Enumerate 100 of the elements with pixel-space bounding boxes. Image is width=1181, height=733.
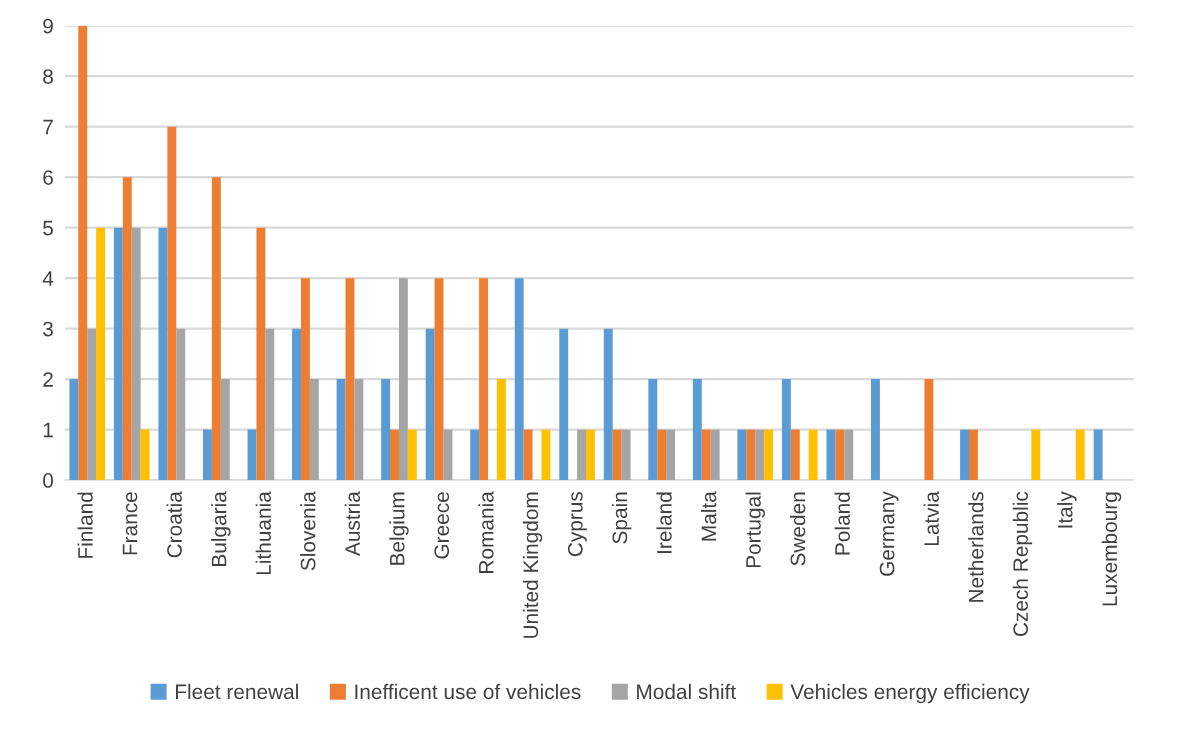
legend-label: Vehicles energy efficiency [790,683,1030,704]
bar [746,429,756,481]
x-tick-label: Germany [879,491,899,576]
x-tick-label: Ireland [656,492,672,553]
x-tick-label: Belgium [389,492,409,565]
bar [612,429,622,481]
y-tick-label: 5 [43,220,53,236]
bar [790,429,800,481]
bar [211,177,221,481]
bar [300,278,310,481]
bar [131,227,141,481]
bar [764,429,774,481]
bar [496,379,506,481]
bar [381,379,391,481]
bar [390,429,399,481]
bar [871,379,880,481]
x-tick-label: United Kingdom [522,492,543,638]
bar [1093,429,1103,481]
x-tick-label: Romania [478,491,494,573]
bar [577,429,586,481]
bar [657,429,667,481]
bar [1031,429,1041,481]
bar [203,429,212,481]
x-tick-label: Luxembourg [1101,492,1122,606]
x-tick-label: Croatia [166,491,182,558]
bar [737,429,747,481]
x-tick-label: Portugal [745,492,765,568]
bar [692,379,702,481]
y-tick-label: 0 [43,473,54,488]
bar [541,429,551,481]
x-tick-label: Cyprus [567,491,587,557]
bar [256,227,266,481]
bar [826,429,836,481]
legend-label: Inefficent use of vehicles [355,683,581,700]
x-tick-label: Italy [1057,491,1077,528]
bar [586,429,595,481]
x-tick-label: Spain [611,492,632,544]
bar [523,429,533,481]
bar [292,328,301,481]
bar [345,278,355,481]
x-tick-label: Sweden [790,492,806,566]
x-tick-label: Lithuania [255,491,271,575]
bar [603,328,613,481]
bar [407,429,417,481]
x-tick-label: Austria [344,491,361,557]
y-tick-label: 4 [42,271,54,286]
bar [559,328,569,481]
y-tick-label: 7 [43,119,53,135]
bar [434,278,444,481]
y-tick-label: 2 [43,372,53,387]
x-tick-label: Greece [434,492,450,559]
bar [470,429,480,481]
bar [621,429,631,481]
legend-label: Modal shift [637,683,736,700]
x-tick-label: Malta [700,491,717,541]
x-tick-label: Finland [77,492,93,558]
y-tick-label: 6 [43,170,53,185]
bar [398,278,408,481]
bar [648,379,658,481]
bar [78,25,88,481]
bar [924,379,934,481]
bar [158,227,168,481]
bar [1075,429,1085,481]
y-tick-label: 8 [43,69,53,84]
bar [122,177,132,481]
bar [781,379,791,481]
bar [220,379,230,481]
x-tick-label: Poland [834,492,850,555]
bar [336,379,346,481]
bar [514,278,524,481]
bar [968,429,978,481]
bar [960,429,969,481]
bar [87,328,97,481]
y-tick-label: 9 [43,18,53,34]
legend-label: Fleet renewal [175,683,298,700]
x-tick-label: Czech Republic [1012,491,1033,637]
bar [354,379,364,481]
bar [176,328,186,481]
x-tick-label: Slovenia [300,491,316,571]
bar [309,379,319,481]
bar [113,227,123,481]
bar [425,328,435,481]
x-tick-label: France [122,492,138,555]
bar [479,278,489,481]
x-tick-label: Bulgaria [211,491,231,566]
x-tick-label: Netherlands [968,491,984,602]
bar [666,429,676,481]
y-tick-label: 1 [43,422,53,438]
bar [69,379,79,481]
bar [96,227,106,481]
bar [140,429,150,481]
x-tick-label: Latvia [923,491,939,546]
bar [701,429,711,481]
bar [265,328,275,481]
bar [844,429,854,481]
bar [808,429,818,481]
bar [835,429,845,481]
bar [755,429,765,481]
bar [167,126,177,481]
bar [710,429,720,481]
